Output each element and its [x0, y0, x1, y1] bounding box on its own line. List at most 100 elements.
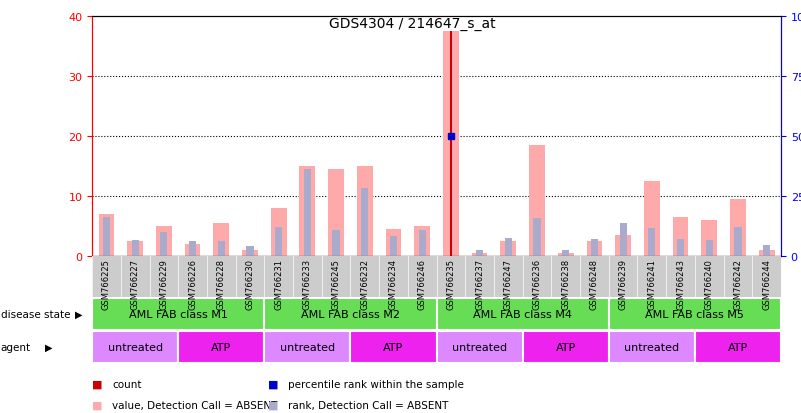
Bar: [328, 169, 344, 256]
Text: AML FAB class M5: AML FAB class M5: [646, 309, 744, 319]
Text: ■: ■: [92, 400, 103, 410]
Text: ATP: ATP: [384, 342, 404, 352]
Text: GSM766247: GSM766247: [504, 258, 513, 309]
Bar: [529, 145, 545, 256]
Bar: [242, 250, 258, 256]
Bar: [385, 229, 401, 256]
Bar: [357, 166, 372, 256]
Bar: [103, 218, 110, 256]
Bar: [648, 228, 655, 256]
Text: GSM766240: GSM766240: [705, 258, 714, 309]
Bar: [644, 181, 660, 256]
Text: GSM766232: GSM766232: [360, 258, 369, 309]
Text: AML FAB class M4: AML FAB class M4: [473, 309, 572, 319]
Bar: [131, 240, 139, 256]
Text: untreated: untreated: [107, 342, 163, 352]
Text: agent: agent: [1, 342, 31, 352]
Bar: [586, 241, 602, 256]
Bar: [443, 31, 459, 256]
Bar: [99, 214, 115, 256]
Bar: [304, 170, 311, 256]
Bar: [591, 239, 598, 256]
Text: GSM766236: GSM766236: [533, 258, 541, 309]
Bar: [615, 235, 631, 256]
Bar: [557, 253, 574, 256]
Text: ■: ■: [268, 400, 279, 410]
Text: ATP: ATP: [211, 342, 231, 352]
Bar: [160, 232, 167, 256]
Text: GSM766237: GSM766237: [475, 258, 484, 309]
Bar: [735, 227, 742, 256]
Text: GSM766233: GSM766233: [303, 258, 312, 309]
Text: GSM766241: GSM766241: [647, 258, 656, 309]
Text: AML FAB class M1: AML FAB class M1: [129, 309, 227, 319]
Text: GSM766246: GSM766246: [417, 258, 427, 309]
Bar: [677, 239, 684, 256]
Bar: [414, 226, 430, 256]
Bar: [264, 331, 351, 363]
Text: untreated: untreated: [452, 342, 507, 352]
Bar: [275, 227, 282, 256]
Text: GSM766228: GSM766228: [217, 258, 226, 309]
Text: ■: ■: [268, 379, 279, 389]
Bar: [247, 247, 254, 256]
Bar: [361, 189, 368, 256]
Bar: [695, 331, 781, 363]
Bar: [189, 242, 196, 256]
Bar: [533, 219, 541, 256]
Bar: [332, 231, 340, 256]
Text: GSM766229: GSM766229: [159, 258, 168, 309]
Bar: [92, 298, 264, 330]
Bar: [218, 242, 225, 256]
Bar: [609, 298, 781, 330]
Text: GSM766230: GSM766230: [245, 258, 255, 309]
Text: AML FAB class M2: AML FAB class M2: [301, 309, 400, 319]
Bar: [476, 250, 483, 256]
Bar: [472, 253, 488, 256]
Bar: [92, 331, 179, 363]
Text: GSM766245: GSM766245: [332, 258, 340, 309]
Bar: [185, 244, 200, 256]
Bar: [450, 31, 452, 256]
Bar: [300, 166, 316, 256]
Text: count: count: [112, 379, 142, 389]
Bar: [501, 241, 516, 256]
Text: ATP: ATP: [728, 342, 748, 352]
Bar: [523, 331, 609, 363]
Bar: [702, 220, 717, 256]
Bar: [730, 199, 746, 256]
Text: GSM766225: GSM766225: [102, 258, 111, 309]
Text: untreated: untreated: [280, 342, 335, 352]
Text: GDS4304 / 214647_s_at: GDS4304 / 214647_s_at: [329, 17, 496, 31]
Bar: [609, 331, 694, 363]
Text: GSM766243: GSM766243: [676, 258, 685, 309]
Bar: [562, 250, 570, 256]
Bar: [706, 240, 713, 256]
Bar: [156, 226, 171, 256]
Bar: [437, 298, 609, 330]
Bar: [271, 208, 287, 256]
Text: GSM766248: GSM766248: [590, 258, 599, 309]
Text: GSM766231: GSM766231: [274, 258, 284, 309]
Text: GSM766239: GSM766239: [618, 258, 628, 309]
Text: GSM766227: GSM766227: [131, 258, 139, 309]
Text: GSM766235: GSM766235: [446, 258, 456, 309]
Bar: [390, 237, 397, 256]
Text: ATP: ATP: [556, 342, 576, 352]
Text: disease state: disease state: [1, 309, 70, 319]
Bar: [763, 245, 771, 256]
Text: ■: ■: [92, 379, 103, 389]
Text: percentile rank within the sample: percentile rank within the sample: [288, 379, 465, 389]
Bar: [419, 231, 426, 256]
Text: GSM766244: GSM766244: [762, 258, 771, 309]
Bar: [673, 217, 688, 256]
Text: GSM766226: GSM766226: [188, 258, 197, 309]
Text: ▶: ▶: [74, 309, 82, 319]
Bar: [505, 238, 512, 256]
Text: untreated: untreated: [624, 342, 679, 352]
Bar: [213, 223, 229, 256]
Bar: [351, 331, 437, 363]
Text: GSM766242: GSM766242: [734, 258, 743, 309]
Bar: [178, 331, 264, 363]
Bar: [619, 224, 626, 256]
